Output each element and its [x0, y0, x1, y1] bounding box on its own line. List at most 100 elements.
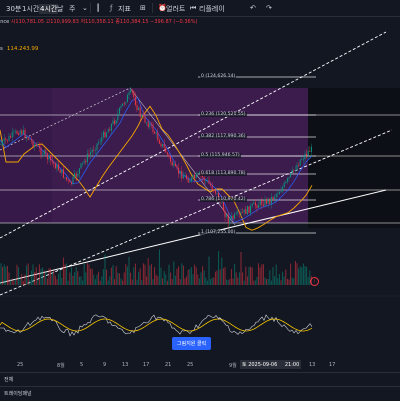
volume-bar — [107, 280, 109, 285]
volume-bar — [160, 267, 162, 285]
candle-body — [250, 205, 252, 213]
trading-panel-title[interactable]: 트레이딩패널 — [4, 391, 32, 397]
volume-bar — [262, 264, 264, 285]
volume-bar — [10, 279, 12, 285]
volume-bar — [152, 279, 154, 285]
scroll-up-arrow-icon[interactable]: ⌃ — [216, 317, 224, 327]
volume-bar — [139, 268, 141, 285]
timeframe-1h[interactable]: 1시간 — [22, 5, 40, 13]
volume-bar — [301, 267, 303, 285]
candle-body — [246, 206, 248, 215]
candle-body — [157, 132, 159, 141]
volume-bar — [147, 258, 149, 285]
volume-bar — [5, 266, 7, 285]
indicator-button[interactable]: 지표 — [118, 5, 131, 13]
timeframe-day[interactable]: 날 — [57, 5, 64, 13]
candle-body — [101, 137, 103, 142]
volume-bar — [298, 268, 300, 285]
volume-bar — [222, 268, 224, 285]
volume-bar — [77, 271, 79, 285]
candle-body — [80, 163, 82, 169]
volume-bar — [134, 263, 136, 285]
indicator-icon[interactable]: ƒ — [110, 4, 113, 12]
volume-bar — [26, 265, 28, 285]
candle-body — [304, 153, 306, 159]
x-tick: 17 — [329, 362, 336, 368]
volume-bar — [194, 264, 196, 285]
candle-body — [310, 146, 312, 152]
undo-icon[interactable]: ↶ — [250, 4, 256, 12]
candle-body — [19, 130, 21, 135]
alert-marker-icon[interactable]: ! — [310, 277, 319, 286]
redo-icon[interactable]: ↷ — [266, 4, 272, 12]
candle-body — [96, 143, 98, 151]
candle-body — [262, 204, 264, 206]
time-axis[interactable]: 25 8월 5 9 13 17 21 25 9월 13 17 토 2025-09… — [0, 360, 400, 372]
candle-body — [184, 175, 186, 177]
volume-bar — [280, 280, 282, 285]
volume-bar — [232, 278, 234, 285]
alert-icon-toolbar[interactable]: ⏰ — [158, 4, 167, 12]
candle-body — [0, 144, 2, 145]
volume-bar — [66, 263, 68, 285]
timeframe-dropdown-icon[interactable]: ⌄ — [82, 4, 88, 12]
drawing-support-button[interactable]: 그림지원 클릭 — [172, 337, 212, 350]
candle-body — [286, 178, 288, 182]
volume-bar — [307, 276, 309, 285]
candle-body — [90, 152, 92, 155]
volume-bar — [240, 252, 242, 285]
candle-body — [61, 169, 63, 173]
cursor-date-label: 토 2025-09-06 21:00 — [240, 360, 302, 369]
candle-body — [8, 136, 10, 141]
candle-body — [125, 102, 127, 104]
volume-bar — [117, 272, 119, 285]
symbol-name[interactable]: nance — [0, 19, 10, 25]
timeframe-4h[interactable]: 4시간 — [39, 4, 59, 14]
candle-body — [261, 200, 263, 205]
candle-body — [72, 176, 74, 184]
volume-bar — [18, 267, 20, 285]
volume-bar — [258, 263, 260, 285]
volume-bar — [45, 270, 47, 285]
candle-body — [112, 120, 114, 124]
candle-body — [170, 156, 172, 162]
volume-bar — [38, 264, 40, 285]
timeframe-30m[interactable]: 30분 — [6, 5, 22, 13]
candle-body — [45, 150, 47, 154]
chart-type-icon[interactable]: ┃ — [96, 4, 101, 12]
volume-bar — [69, 272, 71, 285]
fib-level-label: 0.5 (115,946.57) — [200, 153, 241, 158]
layout-icon[interactable]: ⊞ — [140, 4, 146, 12]
volume-bar — [37, 279, 39, 285]
candle-body — [155, 132, 157, 134]
timeframe-week[interactable]: 주 — [69, 5, 76, 13]
tab-all[interactable]: 전체 — [4, 377, 14, 383]
candle-body — [264, 199, 266, 206]
volume-bar — [53, 270, 55, 285]
volume-bar — [88, 264, 90, 285]
volume-bar — [238, 272, 240, 285]
alert-button[interactable]: 얼러트 — [166, 5, 186, 13]
volume-bar — [176, 268, 178, 285]
candle-body — [78, 168, 80, 174]
x-tick: 25 — [187, 362, 194, 368]
candle-body — [256, 205, 258, 208]
volume-bar — [80, 276, 82, 285]
volume-bar — [182, 265, 184, 285]
x-tick: 9 — [103, 362, 107, 368]
candle-body — [93, 149, 95, 151]
fib-level-label: 0.382 (117,990.36) — [200, 134, 247, 139]
volume-bar — [272, 267, 274, 285]
candle-body — [74, 173, 76, 177]
price-chart[interactable] — [0, 0, 400, 360]
volume-bar — [210, 279, 212, 285]
replay-button[interactable]: 리플레이 — [199, 5, 225, 13]
volume-bar — [150, 264, 152, 285]
candle-body — [154, 131, 156, 134]
volume-bar — [202, 266, 204, 285]
low-value: 저110,358.11 — [80, 19, 114, 25]
candle-body — [40, 147, 42, 155]
replay-icon[interactable]: ⏮ — [190, 4, 197, 12]
volume-bar — [197, 274, 199, 285]
candle-body — [214, 190, 216, 193]
